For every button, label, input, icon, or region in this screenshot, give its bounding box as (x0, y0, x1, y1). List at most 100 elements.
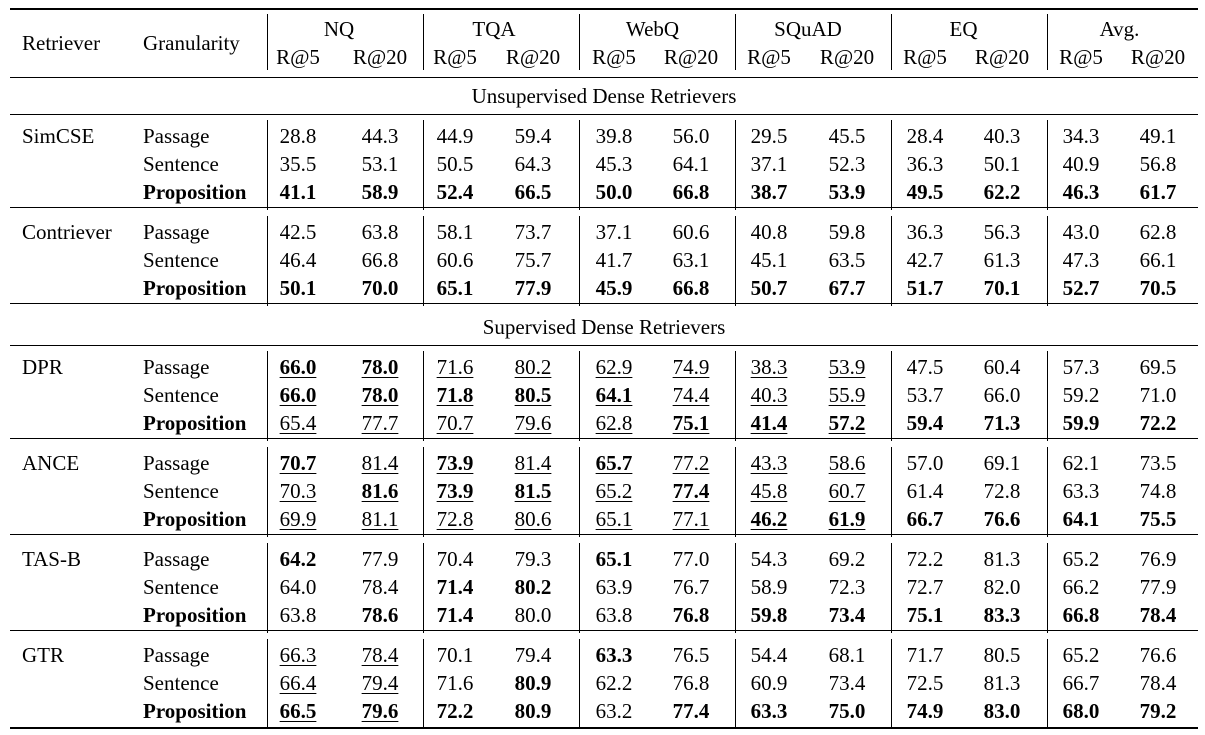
column-divider (579, 216, 580, 306)
score-cell: 59.8 (828, 220, 866, 244)
score-cell: 78.0 (361, 355, 399, 379)
granularity-label: Proposition (143, 699, 247, 723)
score-cell: 79.4 (361, 671, 399, 695)
score-cell: 53.7 (906, 383, 944, 407)
score-cell: 41.1 (279, 180, 317, 204)
section-rule (10, 114, 1198, 115)
score-cell: 74.4 (672, 383, 710, 407)
score-cell: 71.0 (1139, 383, 1177, 407)
score-cell: 63.2 (595, 699, 633, 723)
column-divider (579, 447, 580, 537)
score-cell: 45.5 (828, 124, 866, 148)
granularity-label: Proposition (143, 180, 247, 204)
score-cell: 59.4 (514, 124, 552, 148)
score-cell: 39.8 (595, 124, 633, 148)
score-cell: 75.1 (672, 411, 710, 435)
score-cell: 57.2 (828, 411, 866, 435)
score-cell: 70.1 (983, 276, 1021, 300)
score-cell: 72.2 (436, 699, 474, 723)
granularity-label: Sentence (143, 383, 219, 407)
metric-header: R@20 (505, 45, 561, 69)
column-divider (1047, 120, 1048, 210)
score-cell: 52.7 (1062, 276, 1100, 300)
metric-header: R@5 (592, 45, 636, 69)
score-cell: 66.8 (672, 276, 710, 300)
score-cell: 61.3 (983, 248, 1021, 272)
dataset-header: Avg. (1099, 17, 1140, 41)
score-cell: 43.3 (750, 451, 788, 475)
score-cell: 66.3 (279, 643, 317, 667)
score-cell: 70.0 (361, 276, 399, 300)
granularity-label: Sentence (143, 248, 219, 272)
score-cell: 66.0 (279, 355, 317, 379)
column-divider (267, 639, 268, 729)
score-cell: 76.6 (1139, 643, 1177, 667)
score-cell: 63.8 (279, 603, 317, 627)
score-cell: 73.4 (828, 603, 866, 627)
score-cell: 65.1 (595, 507, 633, 531)
column-divider (735, 447, 736, 537)
score-cell: 69.5 (1139, 355, 1177, 379)
column-divider (423, 543, 424, 633)
score-cell: 44.9 (436, 124, 474, 148)
column-divider (891, 543, 892, 633)
score-cell: 81.6 (361, 479, 399, 503)
score-cell: 51.7 (906, 276, 944, 300)
granularity-label: Sentence (143, 575, 219, 599)
metric-header: R@20 (352, 45, 408, 69)
section-rule (10, 345, 1198, 346)
score-cell: 64.3 (514, 152, 552, 176)
score-cell: 40.3 (750, 383, 788, 407)
score-cell: 53.9 (828, 180, 866, 204)
score-cell: 80.2 (514, 355, 552, 379)
score-cell: 77.9 (361, 547, 399, 571)
score-cell: 78.4 (361, 575, 399, 599)
score-cell: 63.1 (672, 248, 710, 272)
score-cell: 60.6 (436, 248, 474, 272)
score-cell: 72.7 (906, 575, 944, 599)
column-divider (423, 351, 424, 441)
score-cell: 78.4 (361, 643, 399, 667)
score-cell: 64.1 (1062, 507, 1100, 531)
score-cell: 44.3 (361, 124, 399, 148)
score-cell: 63.5 (828, 248, 866, 272)
score-cell: 69.9 (279, 507, 317, 531)
retriever-name: DPR (22, 355, 63, 379)
score-cell: 53.1 (361, 152, 399, 176)
score-cell: 60.7 (828, 479, 866, 503)
column-divider (267, 120, 268, 210)
score-cell: 36.3 (906, 220, 944, 244)
metric-header: R@20 (663, 45, 719, 69)
score-cell: 80.9 (514, 699, 552, 723)
score-cell: 29.5 (750, 124, 788, 148)
granularity-label: Passage (143, 643, 210, 667)
column-divider (891, 216, 892, 306)
score-cell: 77.1 (672, 507, 710, 531)
score-cell: 80.5 (514, 383, 552, 407)
score-cell: 72.8 (436, 507, 474, 531)
score-cell: 79.6 (514, 411, 552, 435)
score-cell: 45.9 (595, 276, 633, 300)
score-cell: 68.1 (828, 643, 866, 667)
score-cell: 55.9 (828, 383, 866, 407)
column-divider (579, 351, 580, 441)
score-cell: 80.6 (514, 507, 552, 531)
column-divider (579, 120, 580, 210)
score-cell: 61.9 (828, 507, 866, 531)
score-cell: 77.9 (514, 276, 552, 300)
score-cell: 76.6 (983, 507, 1021, 531)
score-cell: 71.4 (436, 575, 474, 599)
retriever-name: TAS-B (22, 547, 81, 571)
column-divider (1047, 639, 1048, 729)
granularity-label: Proposition (143, 276, 247, 300)
score-cell: 79.2 (1139, 699, 1177, 723)
score-cell: 81.3 (983, 671, 1021, 695)
score-cell: 58.1 (436, 220, 474, 244)
score-cell: 82.0 (983, 575, 1021, 599)
score-cell: 72.8 (983, 479, 1021, 503)
score-cell: 76.5 (672, 643, 710, 667)
score-cell: 52.3 (828, 152, 866, 176)
group-rule (10, 207, 1198, 208)
score-cell: 75.7 (514, 248, 552, 272)
score-cell: 71.4 (436, 603, 474, 627)
